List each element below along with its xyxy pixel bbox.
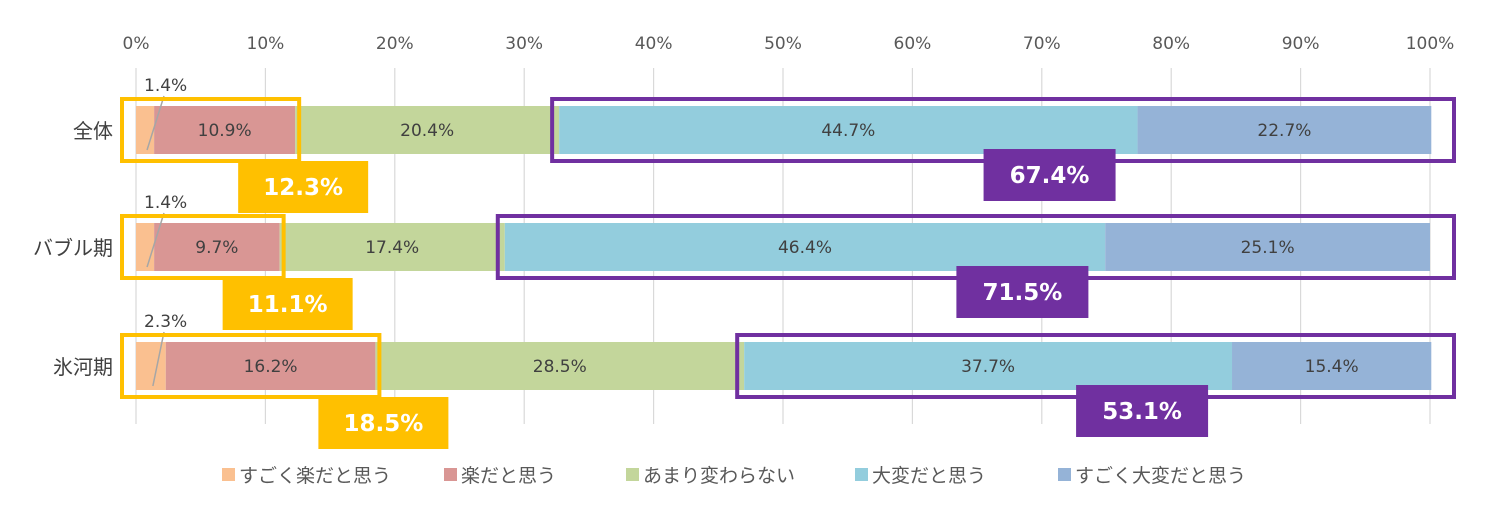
legend: すごく楽だと思う 楽だと思う あまり変わらない 大変だと思う すごく大変だと思う [222, 465, 1246, 487]
x-tick-label: 0% [123, 34, 150, 54]
bar-segment [1232, 342, 1432, 390]
easy-callout-value: 18.5% [343, 411, 423, 437]
legend-swatch [444, 468, 457, 481]
bar-segment [375, 342, 745, 390]
x-tick-label: 100% [1406, 34, 1455, 54]
bar-segment [279, 223, 505, 271]
bar-segment [559, 106, 1138, 154]
hard-callout-value: 71.5% [982, 280, 1062, 306]
bar-segment [165, 342, 376, 390]
x-tick-label: 40% [635, 34, 673, 54]
category-label: 全体 [73, 119, 113, 143]
leader-line [152, 331, 165, 387]
easy-callout-box [318, 397, 449, 449]
x-tick-label: 50% [764, 34, 802, 54]
callouts: 12.3% 67.4% 11.1% 71.5% 18.5% 53.1% [120, 97, 1457, 449]
data-label: 2.3% [144, 312, 187, 332]
data-label: 37.7% [961, 357, 1015, 377]
legend-swatch [626, 468, 639, 481]
easy-callout-box [238, 161, 369, 213]
bar-segment [136, 106, 155, 154]
legend-label: すごく楽だと思う [239, 465, 391, 487]
bar-segment [136, 223, 155, 271]
leader-line [146, 212, 165, 268]
legend-swatch [1058, 468, 1071, 481]
hard-callout-value: 67.4% [1010, 163, 1090, 189]
data-label: 15.4% [1305, 357, 1359, 377]
easy-outline [120, 214, 286, 280]
x-tick-label: 20% [376, 34, 414, 54]
data-label: 1.4% [144, 193, 187, 213]
data-label: 16.2% [244, 357, 298, 377]
data-label: 22.7% [1257, 121, 1311, 141]
data-label: 28.5% [533, 357, 587, 377]
legend-label: あまり変わらない [643, 465, 795, 487]
bar-segment [1105, 223, 1430, 271]
bar-segment [1137, 106, 1432, 154]
leader-line [146, 95, 165, 151]
easy-callout-box [222, 278, 353, 330]
easy-callout-value: 11.1% [248, 292, 328, 318]
easy-outline [120, 333, 382, 399]
category-label: 氷河期 [53, 355, 113, 379]
bar-segment [154, 223, 280, 271]
bar-segment [744, 342, 1233, 390]
hard-callout-box [1076, 385, 1209, 437]
bar-segment [504, 223, 1106, 271]
data-label: 44.7% [821, 121, 875, 141]
x-tick-label: 70% [1023, 34, 1061, 54]
easy-callout-value: 12.3% [263, 175, 343, 201]
easy-outline [120, 97, 302, 163]
category-label: バブル期 [33, 236, 113, 260]
data-label: 10.9% [198, 121, 252, 141]
data-label: 17.4% [365, 238, 419, 258]
data-label: 9.7% [195, 238, 238, 258]
x-axis-ticks: 0% 10% 20% 30% 40% 50% 60% 70% 80% 90% 100% [123, 34, 1455, 54]
hard-callout-box [983, 149, 1116, 201]
x-tick-label: 90% [1282, 34, 1320, 54]
x-tick-label: 80% [1152, 34, 1190, 54]
x-tick-label: 10% [247, 34, 285, 54]
legend-label: すごく大変だと思う [1075, 465, 1246, 487]
legend-swatch [222, 468, 235, 481]
legend-label: 大変だと思う [872, 465, 986, 487]
bar-segment [295, 106, 560, 154]
legend-swatch [855, 468, 868, 481]
x-tick-label: 30% [505, 34, 543, 54]
bar-segment [136, 342, 166, 390]
hard-callout-box [956, 266, 1089, 318]
data-label: 20.4% [400, 121, 454, 141]
x-tick-label: 60% [894, 34, 932, 54]
hard-callout-value: 53.1% [1102, 399, 1182, 425]
bar-segment [154, 106, 296, 154]
data-label: 25.1% [1241, 238, 1295, 258]
data-label: 1.4% [144, 76, 187, 96]
segment-labels: 1.4% 10.9% 20.4% 44.7% 22.7% 1.4% 9.7% 17.4% 46.… [144, 76, 1359, 387]
legend-label: 楽だと思う [461, 465, 556, 487]
data-label: 46.4% [778, 238, 832, 258]
